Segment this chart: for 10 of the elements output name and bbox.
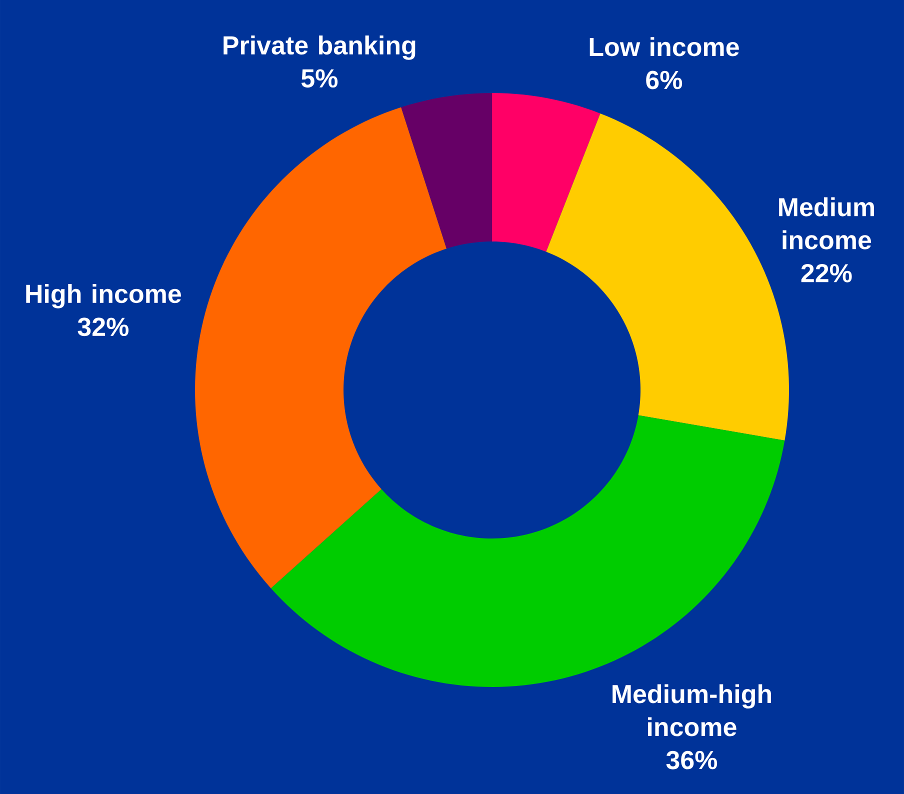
slice-label: Private banking [224, 35, 416, 60]
slice-label: Low income [590, 37, 739, 56]
data-label: 5% [301, 69, 338, 88]
slice-label: High income [26, 284, 182, 308]
slice-label: Medium income [779, 197, 874, 250]
data-label: 22% [801, 264, 852, 282]
data-label: 32% [78, 318, 129, 336]
slice-label: Medium-high income [612, 684, 772, 736]
data-label: 36% [666, 750, 718, 770]
data-label: 6% [646, 70, 682, 90]
